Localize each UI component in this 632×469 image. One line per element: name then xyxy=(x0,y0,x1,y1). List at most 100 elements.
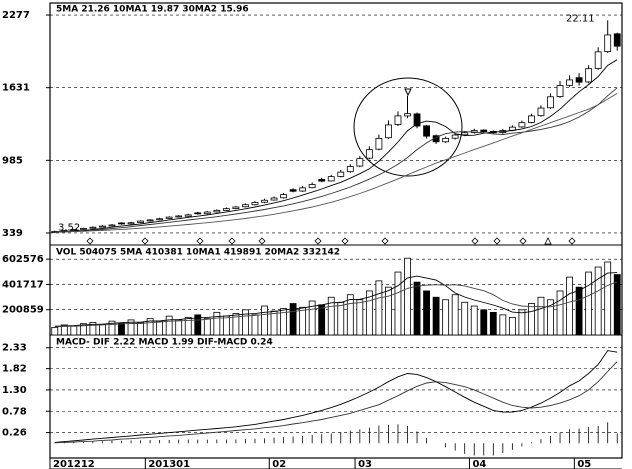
signal-diamond xyxy=(471,237,479,245)
volume-bar xyxy=(70,325,78,336)
signal-diamond xyxy=(381,237,389,245)
volume-ma-line xyxy=(54,281,618,328)
candle-body xyxy=(194,212,202,215)
volume-bar xyxy=(413,281,421,336)
volume-bar xyxy=(213,311,221,336)
candle-body xyxy=(327,176,335,182)
volume-bar xyxy=(127,319,135,336)
volume-bar xyxy=(508,316,516,336)
volume-bar xyxy=(318,304,326,336)
x-tick-label: 03 xyxy=(358,459,372,469)
y-tick-label: 0.26 xyxy=(2,428,27,439)
volume-bar xyxy=(165,315,173,336)
signal-triangle xyxy=(544,237,552,245)
candle-body xyxy=(451,134,459,139)
volume-legend: VOL 504075 5MA 410381 10MA1 419891 20MA2… xyxy=(56,248,340,258)
candle-body xyxy=(604,34,612,52)
price-annotation: 3.52 xyxy=(58,223,80,234)
signal-diamond xyxy=(519,237,527,245)
volume-bar xyxy=(280,308,287,336)
volume-bar xyxy=(356,299,364,336)
candle-body xyxy=(356,158,364,167)
candle-body xyxy=(251,202,259,206)
volume-bar xyxy=(613,274,621,336)
candle-body xyxy=(566,79,573,86)
candle-body xyxy=(413,113,421,127)
volume-bar xyxy=(251,314,259,336)
volume-bar xyxy=(442,299,450,336)
volume-bar xyxy=(118,322,125,336)
volume-bar xyxy=(556,290,564,336)
signal-diamond xyxy=(196,237,204,245)
volume-bar xyxy=(337,301,345,336)
volume-bar xyxy=(566,276,573,336)
volume-bar xyxy=(423,290,430,336)
candle-body xyxy=(299,187,307,192)
candle-body xyxy=(528,115,535,123)
candle-body xyxy=(556,85,564,97)
x-tick-label: 02 xyxy=(272,459,286,469)
ma-line xyxy=(54,59,618,233)
volume-bar xyxy=(537,296,545,336)
volume-bar xyxy=(451,294,459,336)
y-tick-label: 602576 xyxy=(2,254,44,265)
macd-line xyxy=(54,350,618,443)
volume-bar xyxy=(528,303,535,336)
y-tick-label: 1631 xyxy=(2,83,30,94)
y-tick-label: 2.33 xyxy=(2,343,27,354)
signal-diamond xyxy=(258,237,266,245)
candle-body xyxy=(146,219,154,222)
candle-body xyxy=(537,107,545,117)
candle-body xyxy=(385,124,392,139)
volume-bar xyxy=(156,320,164,336)
volume-bar xyxy=(299,306,307,336)
signal-diamond xyxy=(314,237,322,245)
signal-diamond xyxy=(86,237,94,245)
x-tick-label: 201212 xyxy=(53,459,95,469)
signal-diamond xyxy=(228,237,236,245)
volume-bar xyxy=(60,324,68,336)
volume-bar xyxy=(404,257,411,336)
highlight-circle xyxy=(353,77,463,177)
candle-body xyxy=(175,215,183,218)
candle-body xyxy=(156,218,164,221)
volume-bar xyxy=(203,318,211,336)
volume-bar xyxy=(480,309,488,336)
volume-bar xyxy=(222,315,230,336)
volume-bar xyxy=(146,318,154,336)
candle-body xyxy=(118,222,125,225)
volume-bar xyxy=(385,286,392,336)
candle-body xyxy=(108,224,116,227)
candle-body xyxy=(346,166,354,173)
volume-bar xyxy=(194,314,202,336)
candle-body xyxy=(480,129,488,133)
candle-body xyxy=(280,194,287,199)
candle-body xyxy=(89,226,97,229)
candle-body xyxy=(70,229,78,231)
y-tick-label: 1.82 xyxy=(2,364,27,375)
candle-body xyxy=(261,199,268,203)
volume-bar xyxy=(89,322,97,336)
volume-bar xyxy=(137,322,144,336)
candle-body xyxy=(318,179,326,182)
candle-body xyxy=(184,214,192,217)
y-tick-label: 985 xyxy=(2,155,23,166)
volume-bar xyxy=(489,311,497,336)
volume-bar xyxy=(365,290,373,336)
volume-bar xyxy=(327,296,335,336)
volume-bar xyxy=(51,327,59,336)
candle-body xyxy=(613,33,621,47)
candle-body xyxy=(394,115,402,125)
signal-diamond xyxy=(493,237,501,245)
volume-bar xyxy=(346,294,354,336)
candle-body xyxy=(99,225,106,228)
candle-body xyxy=(79,227,87,230)
volume-bar xyxy=(547,299,554,336)
candle-body xyxy=(308,184,316,189)
frame xyxy=(49,2,623,469)
volume-bar xyxy=(289,303,297,336)
signal-diamond xyxy=(341,237,349,245)
volume-bar xyxy=(232,313,240,336)
signal-diamond xyxy=(568,237,576,245)
